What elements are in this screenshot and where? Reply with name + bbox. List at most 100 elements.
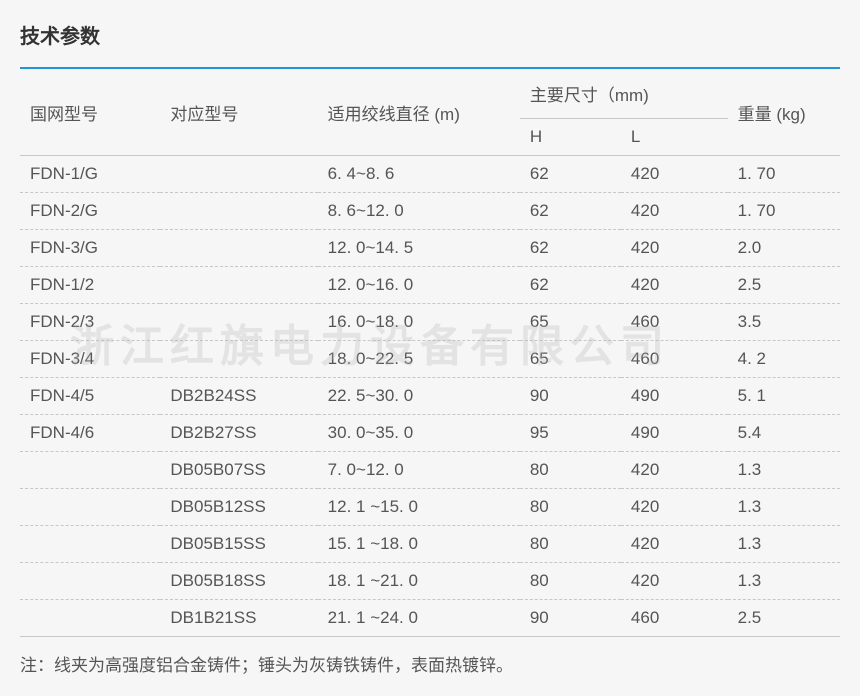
header-model: 国网型号: [20, 68, 160, 156]
cell-corr: DB05B15SS: [160, 526, 317, 563]
footnote-text: 注：线夹为高强度铝合金铸件；锤头为灰铸铁铸件，表面热镀锌。: [20, 651, 840, 676]
cell-diam: 22. 5~30. 0: [318, 378, 520, 415]
cell-model: [20, 452, 160, 489]
table-row: FDN-2/G 8. 6~12. 0624201. 70: [20, 193, 840, 230]
cell-l: 460: [621, 304, 728, 341]
cell-l: 490: [621, 415, 728, 452]
cell-wt: 4. 2: [728, 341, 840, 378]
cell-wt: 3.5: [728, 304, 840, 341]
cell-diam: 8. 6~12. 0: [318, 193, 520, 230]
cell-wt: 1.3: [728, 489, 840, 526]
cell-corr: DB2B24SS: [160, 378, 317, 415]
cell-diam: 18. 1 ~21. 0: [318, 563, 520, 600]
cell-corr: DB05B18SS: [160, 563, 317, 600]
cell-wt: 1.3: [728, 452, 840, 489]
cell-corr: [160, 193, 317, 230]
section-title: 技术参数: [20, 20, 840, 49]
cell-h: 95: [520, 415, 621, 452]
table-body: FDN-1/G6. 4~8. 6624201. 70FDN-2/G8. 6~12…: [20, 156, 840, 637]
cell-diam: 12. 0~16. 0: [318, 267, 520, 304]
cell-model: FDN-2/G: [20, 193, 160, 230]
header-l: L: [621, 119, 728, 156]
cell-corr: [160, 156, 317, 193]
cell-h: 80: [520, 452, 621, 489]
cell-h: 62: [520, 156, 621, 193]
header-h: H: [520, 119, 621, 156]
table-row: DB05B15SS15. 1 ~18. 0804201.3: [20, 526, 840, 563]
cell-wt: 2.5: [728, 267, 840, 304]
cell-model: FDN-1/G: [20, 156, 160, 193]
header-corresponding: 对应型号: [160, 68, 317, 156]
cell-wt: 5. 1: [728, 378, 840, 415]
cell-h: 62: [520, 193, 621, 230]
cell-wt: 1. 70: [728, 193, 840, 230]
cell-wt: 1. 70: [728, 156, 840, 193]
cell-corr: DB2B27SS: [160, 415, 317, 452]
cell-l: 420: [621, 489, 728, 526]
header-dimensions: 主要尺寸（mm): [520, 68, 728, 119]
cell-h: 80: [520, 526, 621, 563]
cell-l: 460: [621, 341, 728, 378]
cell-h: 62: [520, 230, 621, 267]
cell-model: [20, 563, 160, 600]
cell-diam: 18. 0~22. 5: [318, 341, 520, 378]
table-row: FDN-2/3 16. 0~18. 0654603.5: [20, 304, 840, 341]
cell-corr: [160, 230, 317, 267]
table-row: DB05B12SS12. 1 ~15. 0804201.3: [20, 489, 840, 526]
cell-diam: 7. 0~12. 0: [318, 452, 520, 489]
spec-table: 国网型号 对应型号 适用绞线直径 (m) 主要尺寸（mm) 重量 (kg) H …: [20, 67, 840, 637]
table-row: FDN-4/6DB2B27SS30. 0~35. 0954905.4: [20, 415, 840, 452]
cell-wt: 1.3: [728, 526, 840, 563]
cell-l: 420: [621, 267, 728, 304]
table-row: DB05B07SS7. 0~12. 0804201.3: [20, 452, 840, 489]
cell-corr: DB05B12SS: [160, 489, 317, 526]
cell-l: 490: [621, 378, 728, 415]
table-row: FDN-1/G 6. 4~8. 6624201. 70: [20, 156, 840, 193]
page-container: 技术参数 浙江红旗电力设备有限公司 国网型号 对应型号 适用绞线直径 (m) 主…: [20, 20, 840, 676]
cell-model: FDN-3/4: [20, 341, 160, 378]
cell-corr: [160, 341, 317, 378]
cell-l: 420: [621, 193, 728, 230]
cell-l: 420: [621, 452, 728, 489]
header-weight: 重量 (kg): [728, 68, 840, 156]
cell-model: [20, 489, 160, 526]
cell-model: FDN-4/5: [20, 378, 160, 415]
cell-wt: 2.0: [728, 230, 840, 267]
cell-diam: 6. 4~8. 6: [318, 156, 520, 193]
cell-h: 90: [520, 600, 621, 637]
table-row: FDN-3/4 18. 0~22. 5654604. 2: [20, 341, 840, 378]
cell-l: 420: [621, 230, 728, 267]
cell-l: 420: [621, 156, 728, 193]
cell-l: 420: [621, 526, 728, 563]
cell-corr: [160, 304, 317, 341]
cell-wt: 5.4: [728, 415, 840, 452]
cell-h: 62: [520, 267, 621, 304]
table-row: FDN-3/G 12. 0~14. 5624202.0: [20, 230, 840, 267]
cell-model: FDN-1/2: [20, 267, 160, 304]
cell-l: 420: [621, 563, 728, 600]
cell-h: 65: [520, 304, 621, 341]
cell-diam: 21. 1 ~24. 0: [318, 600, 520, 637]
cell-model: FDN-3/G: [20, 230, 160, 267]
cell-wt: 1.3: [728, 563, 840, 600]
cell-corr: DB05B07SS: [160, 452, 317, 489]
cell-l: 460: [621, 600, 728, 637]
cell-diam: 16. 0~18. 0: [318, 304, 520, 341]
cell-h: 80: [520, 489, 621, 526]
table-header: 国网型号 对应型号 适用绞线直径 (m) 主要尺寸（mm) 重量 (kg) H …: [20, 68, 840, 156]
cell-corr: DB1B21SS: [160, 600, 317, 637]
cell-model: [20, 526, 160, 563]
cell-diam: 12. 1 ~15. 0: [318, 489, 520, 526]
cell-model: [20, 600, 160, 637]
cell-diam: 12. 0~14. 5: [318, 230, 520, 267]
cell-h: 65: [520, 341, 621, 378]
header-diameter: 适用绞线直径 (m): [318, 68, 520, 156]
cell-h: 80: [520, 563, 621, 600]
table-row: FDN-4/5DB2B24SS22. 5~30. 0904905. 1: [20, 378, 840, 415]
cell-diam: 15. 1 ~18. 0: [318, 526, 520, 563]
table-row: DB1B21SS21. 1 ~24. 0904602.5: [20, 600, 840, 637]
cell-wt: 2.5: [728, 600, 840, 637]
table-row: FDN-1/2 12. 0~16. 0624202.5: [20, 267, 840, 304]
cell-model: FDN-2/3: [20, 304, 160, 341]
cell-h: 90: [520, 378, 621, 415]
